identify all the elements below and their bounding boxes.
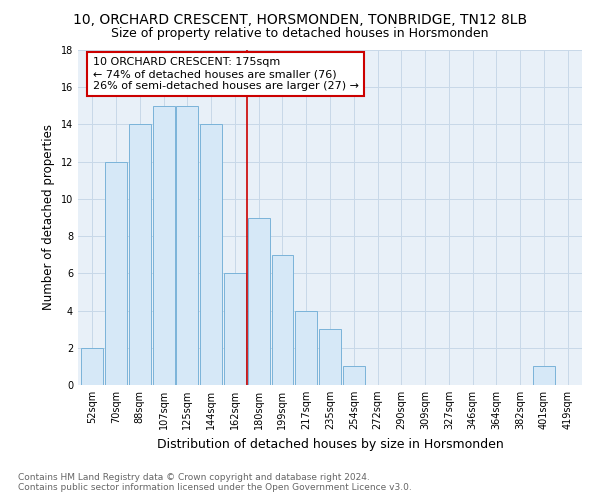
Bar bbox=[176, 106, 198, 385]
Text: Contains HM Land Registry data © Crown copyright and database right 2024.
Contai: Contains HM Land Registry data © Crown c… bbox=[18, 473, 412, 492]
Text: Size of property relative to detached houses in Horsmonden: Size of property relative to detached ho… bbox=[111, 28, 489, 40]
Bar bbox=[319, 329, 341, 385]
Bar bbox=[105, 162, 127, 385]
Bar bbox=[295, 310, 317, 385]
Bar bbox=[82, 348, 103, 385]
Bar bbox=[152, 106, 175, 385]
Bar bbox=[533, 366, 555, 385]
Bar bbox=[224, 274, 246, 385]
Bar bbox=[343, 366, 365, 385]
Bar bbox=[129, 124, 151, 385]
Text: 10 ORCHARD CRESCENT: 175sqm
← 74% of detached houses are smaller (76)
26% of sem: 10 ORCHARD CRESCENT: 175sqm ← 74% of det… bbox=[93, 58, 359, 90]
X-axis label: Distribution of detached houses by size in Horsmonden: Distribution of detached houses by size … bbox=[157, 438, 503, 450]
Bar bbox=[248, 218, 269, 385]
Y-axis label: Number of detached properties: Number of detached properties bbox=[42, 124, 55, 310]
Text: 10, ORCHARD CRESCENT, HORSMONDEN, TONBRIDGE, TN12 8LB: 10, ORCHARD CRESCENT, HORSMONDEN, TONBRI… bbox=[73, 12, 527, 26]
Bar bbox=[272, 254, 293, 385]
Bar bbox=[200, 124, 222, 385]
